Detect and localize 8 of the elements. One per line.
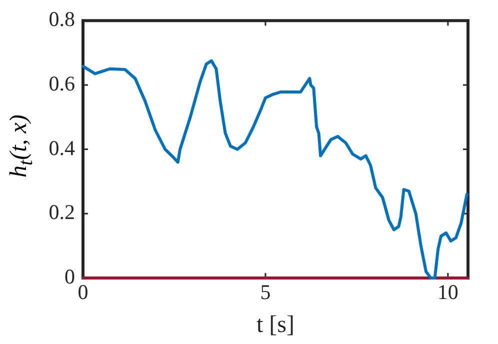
y-tick-label: 0.4 (48, 136, 76, 160)
x-axis-title: t [s] (256, 312, 294, 338)
x-tick-label: 5 (260, 280, 271, 304)
y-tick-label: 0 (64, 264, 75, 289)
x-tick-label: 10 (437, 280, 458, 304)
y-tick-label: 0.6 (48, 71, 75, 96)
y-tick-label: 0.8 (48, 7, 75, 32)
y-tick-label: 0.2 (48, 200, 75, 224)
